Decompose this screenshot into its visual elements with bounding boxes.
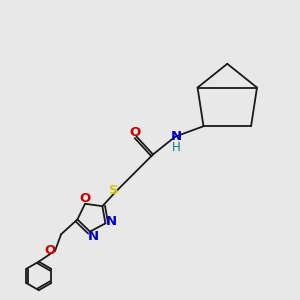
Text: O: O <box>44 244 56 257</box>
Text: N: N <box>171 130 182 143</box>
Text: N: N <box>106 215 117 228</box>
Text: O: O <box>130 126 141 139</box>
Text: N: N <box>87 230 98 242</box>
Text: H: H <box>172 140 181 154</box>
Text: S: S <box>109 184 118 196</box>
Text: O: O <box>80 192 91 205</box>
